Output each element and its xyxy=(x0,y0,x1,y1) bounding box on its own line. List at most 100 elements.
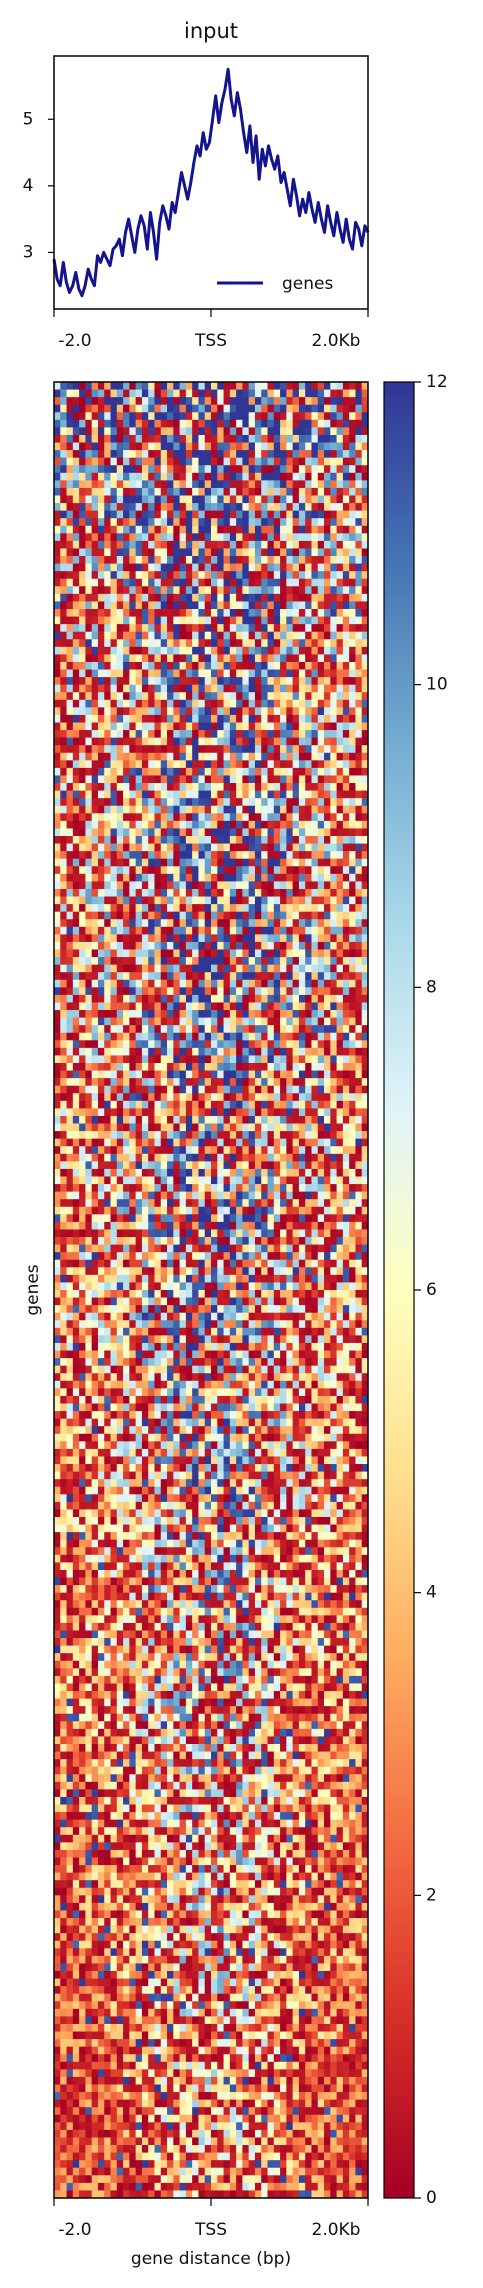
heatmap-cell xyxy=(148,858,155,867)
heatmap-cell xyxy=(85,389,93,398)
heatmap-cell xyxy=(79,646,86,655)
heatmap-cell xyxy=(148,790,155,799)
heatmap-cell xyxy=(317,533,325,542)
heatmap-cell xyxy=(273,601,281,610)
heatmap-cell xyxy=(123,571,130,580)
heatmap-cell xyxy=(280,1002,287,1011)
heatmap-cell xyxy=(160,987,168,996)
heatmap-cell xyxy=(179,487,187,496)
heatmap-cell xyxy=(154,563,162,572)
heatmap-cell xyxy=(185,1085,193,1094)
heatmap-cell xyxy=(198,760,206,769)
heatmap-cell xyxy=(129,760,137,769)
heatmap-cell xyxy=(104,525,111,534)
heatmap-cell xyxy=(286,760,294,769)
heatmap-cell xyxy=(185,1002,193,1011)
heatmap-cell xyxy=(66,1131,74,1140)
heatmap-cell xyxy=(198,624,206,633)
heatmap-cell xyxy=(298,389,306,398)
heatmap-cell xyxy=(280,1055,287,1064)
heatmap-cell xyxy=(60,805,67,814)
heatmap-cell xyxy=(342,593,350,602)
heatmap-cell xyxy=(342,556,350,564)
heatmap-cell xyxy=(217,972,224,981)
heatmap-cell xyxy=(85,1010,93,1018)
heatmap-cell xyxy=(135,722,143,731)
heatmap-cell xyxy=(349,783,356,791)
heatmap-cell xyxy=(298,1025,306,1034)
heatmap-cell xyxy=(97,805,105,814)
heatmap-cell xyxy=(355,548,363,557)
heatmap-cell xyxy=(280,828,287,837)
heatmap-cell xyxy=(141,601,149,610)
heatmap-cell xyxy=(273,888,281,897)
heatmap-cell xyxy=(54,805,61,814)
heatmap-cell xyxy=(173,510,180,519)
heatmap-cell xyxy=(110,934,118,943)
heatmap-cell xyxy=(336,737,344,746)
heatmap-cell xyxy=(141,442,149,451)
heatmap-cell xyxy=(273,389,281,398)
heatmap-cell xyxy=(349,548,356,557)
heatmap-cell xyxy=(211,465,218,474)
heatmap-cell xyxy=(298,1032,306,1041)
heatmap-cell xyxy=(273,1070,281,1079)
heatmap-cell xyxy=(317,1047,325,1056)
heatmap-cell xyxy=(79,760,86,769)
heatmap-cell xyxy=(110,873,118,882)
heatmap-cell xyxy=(355,1010,363,1018)
heatmap-cell xyxy=(236,571,243,580)
heatmap-cell xyxy=(242,745,250,754)
heatmap-cell xyxy=(66,1032,74,1041)
heatmap-cell xyxy=(342,616,350,625)
heatmap-cell xyxy=(135,654,143,663)
heatmap-cell xyxy=(129,548,137,557)
heatmap-cell xyxy=(217,737,224,746)
heatmap-cell xyxy=(261,1115,268,1124)
heatmap-cell xyxy=(273,1025,281,1034)
heatmap-cell xyxy=(311,926,319,935)
heatmap-cell xyxy=(154,609,162,617)
heatmap-cell xyxy=(192,669,199,678)
heatmap-cell xyxy=(286,677,294,686)
heatmap-cell xyxy=(66,571,74,580)
heatmap-cell xyxy=(91,487,99,496)
heatmap-cell xyxy=(267,699,275,708)
heatmap-cell xyxy=(236,881,243,890)
heatmap-cell xyxy=(317,510,325,519)
heatmap-cell xyxy=(349,510,356,519)
heatmap-cell xyxy=(330,941,337,950)
heatmap-cell xyxy=(179,972,187,981)
heatmap-cell xyxy=(66,972,74,981)
heatmap-cell xyxy=(223,442,231,451)
heatmap-cell xyxy=(292,934,300,943)
heatmap-cell xyxy=(355,888,363,897)
heatmap-cell xyxy=(229,737,237,746)
heatmap-cell xyxy=(254,813,262,822)
heatmap-cell xyxy=(110,979,118,988)
heatmap-cell xyxy=(204,745,212,754)
heatmap-cell xyxy=(123,858,130,867)
heatmap-cell xyxy=(217,1131,224,1140)
heatmap-cell xyxy=(267,949,275,958)
heatmap-cell xyxy=(192,760,199,769)
heatmap-cell xyxy=(198,571,206,580)
heatmap-cell xyxy=(192,707,199,716)
heatmap-cell xyxy=(280,949,287,958)
heatmap-cell xyxy=(160,1070,168,1079)
heatmap-cell xyxy=(97,389,105,398)
heatmap-cell xyxy=(110,624,118,633)
heatmap-cell xyxy=(123,888,130,897)
heatmap-cell xyxy=(135,1063,143,1071)
heatmap-cell xyxy=(110,419,118,428)
heatmap-cell xyxy=(336,480,344,489)
heatmap-cell xyxy=(298,904,306,913)
heatmap-cell xyxy=(192,540,199,549)
heatmap-cell xyxy=(129,661,137,670)
heatmap-cell xyxy=(229,593,237,602)
heatmap-cell xyxy=(104,684,111,693)
heatmap-cell xyxy=(355,994,363,1003)
heatmap-cell xyxy=(179,919,187,928)
heatmap-cell xyxy=(179,1093,187,1102)
heatmap-cell xyxy=(72,639,80,648)
